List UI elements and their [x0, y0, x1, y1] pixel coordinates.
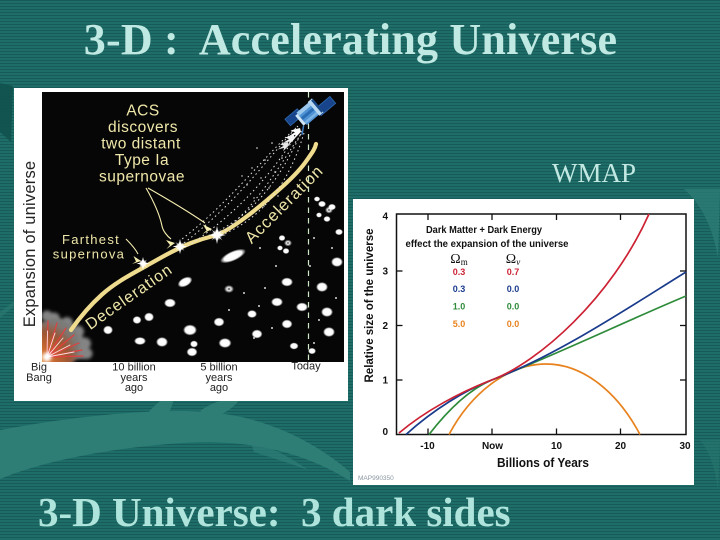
svg-text:effect the expansion of the un: effect the expansion of the universe	[406, 239, 569, 250]
svg-text:ago: ago	[125, 382, 143, 394]
svg-text:Type Ia: Type Ia	[115, 152, 169, 169]
svg-text:1.0: 1.0	[453, 302, 466, 312]
svg-text:0.0: 0.0	[507, 319, 520, 329]
svg-text:10: 10	[551, 441, 563, 452]
svg-text:Expansion of universe: Expansion of universe	[21, 161, 39, 328]
svg-text:20: 20	[615, 441, 627, 452]
svg-text:0.3: 0.3	[453, 267, 466, 277]
svg-text:years: years	[121, 372, 148, 384]
svg-text:4: 4	[382, 212, 388, 223]
svg-text:0.0: 0.0	[507, 302, 520, 312]
svg-text:Farthest: Farthest	[62, 232, 120, 247]
svg-text:Today: Today	[291, 361, 321, 373]
svg-text:-10: -10	[420, 441, 435, 452]
svg-text:2: 2	[382, 321, 388, 332]
svg-text:3: 3	[382, 267, 388, 278]
svg-text:Dark Matter + Dark Energy: Dark Matter + Dark Energy	[426, 225, 542, 236]
svg-text:supernova: supernova	[53, 247, 125, 262]
svg-text:5.0: 5.0	[453, 319, 466, 329]
svg-text:Relative size of the universe: Relative size of the universe	[364, 229, 376, 383]
svg-text:0: 0	[382, 427, 388, 438]
svg-text:30: 30	[679, 441, 691, 452]
svg-text:two distant: two distant	[101, 136, 181, 153]
svg-text:0.3: 0.3	[453, 284, 466, 294]
svg-text:1: 1	[382, 376, 388, 387]
svg-text:MAP990350: MAP990350	[358, 475, 394, 482]
svg-text:Billions of Years: Billions of Years	[497, 456, 589, 470]
svg-text:Now: Now	[482, 441, 503, 452]
svg-text:5 billion: 5 billion	[200, 362, 237, 374]
svg-text:0.7: 0.7	[507, 267, 520, 277]
svg-text:discovers: discovers	[108, 119, 178, 136]
svg-text:Bang: Bang	[26, 372, 52, 384]
svg-text:0.0: 0.0	[507, 284, 520, 294]
svg-text:ACS: ACS	[126, 103, 159, 120]
svg-text:Big: Big	[31, 362, 47, 374]
svg-text:years: years	[206, 372, 233, 384]
svg-text:supernovae: supernovae	[99, 169, 185, 186]
svg-text:10 billion: 10 billion	[112, 362, 155, 374]
svg-text:ago: ago	[210, 382, 228, 394]
